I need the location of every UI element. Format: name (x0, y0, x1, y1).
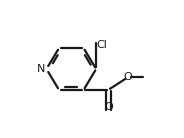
Text: O: O (123, 72, 132, 82)
Text: N: N (37, 64, 45, 74)
Text: Cl: Cl (97, 40, 108, 50)
Text: O: O (104, 103, 113, 112)
